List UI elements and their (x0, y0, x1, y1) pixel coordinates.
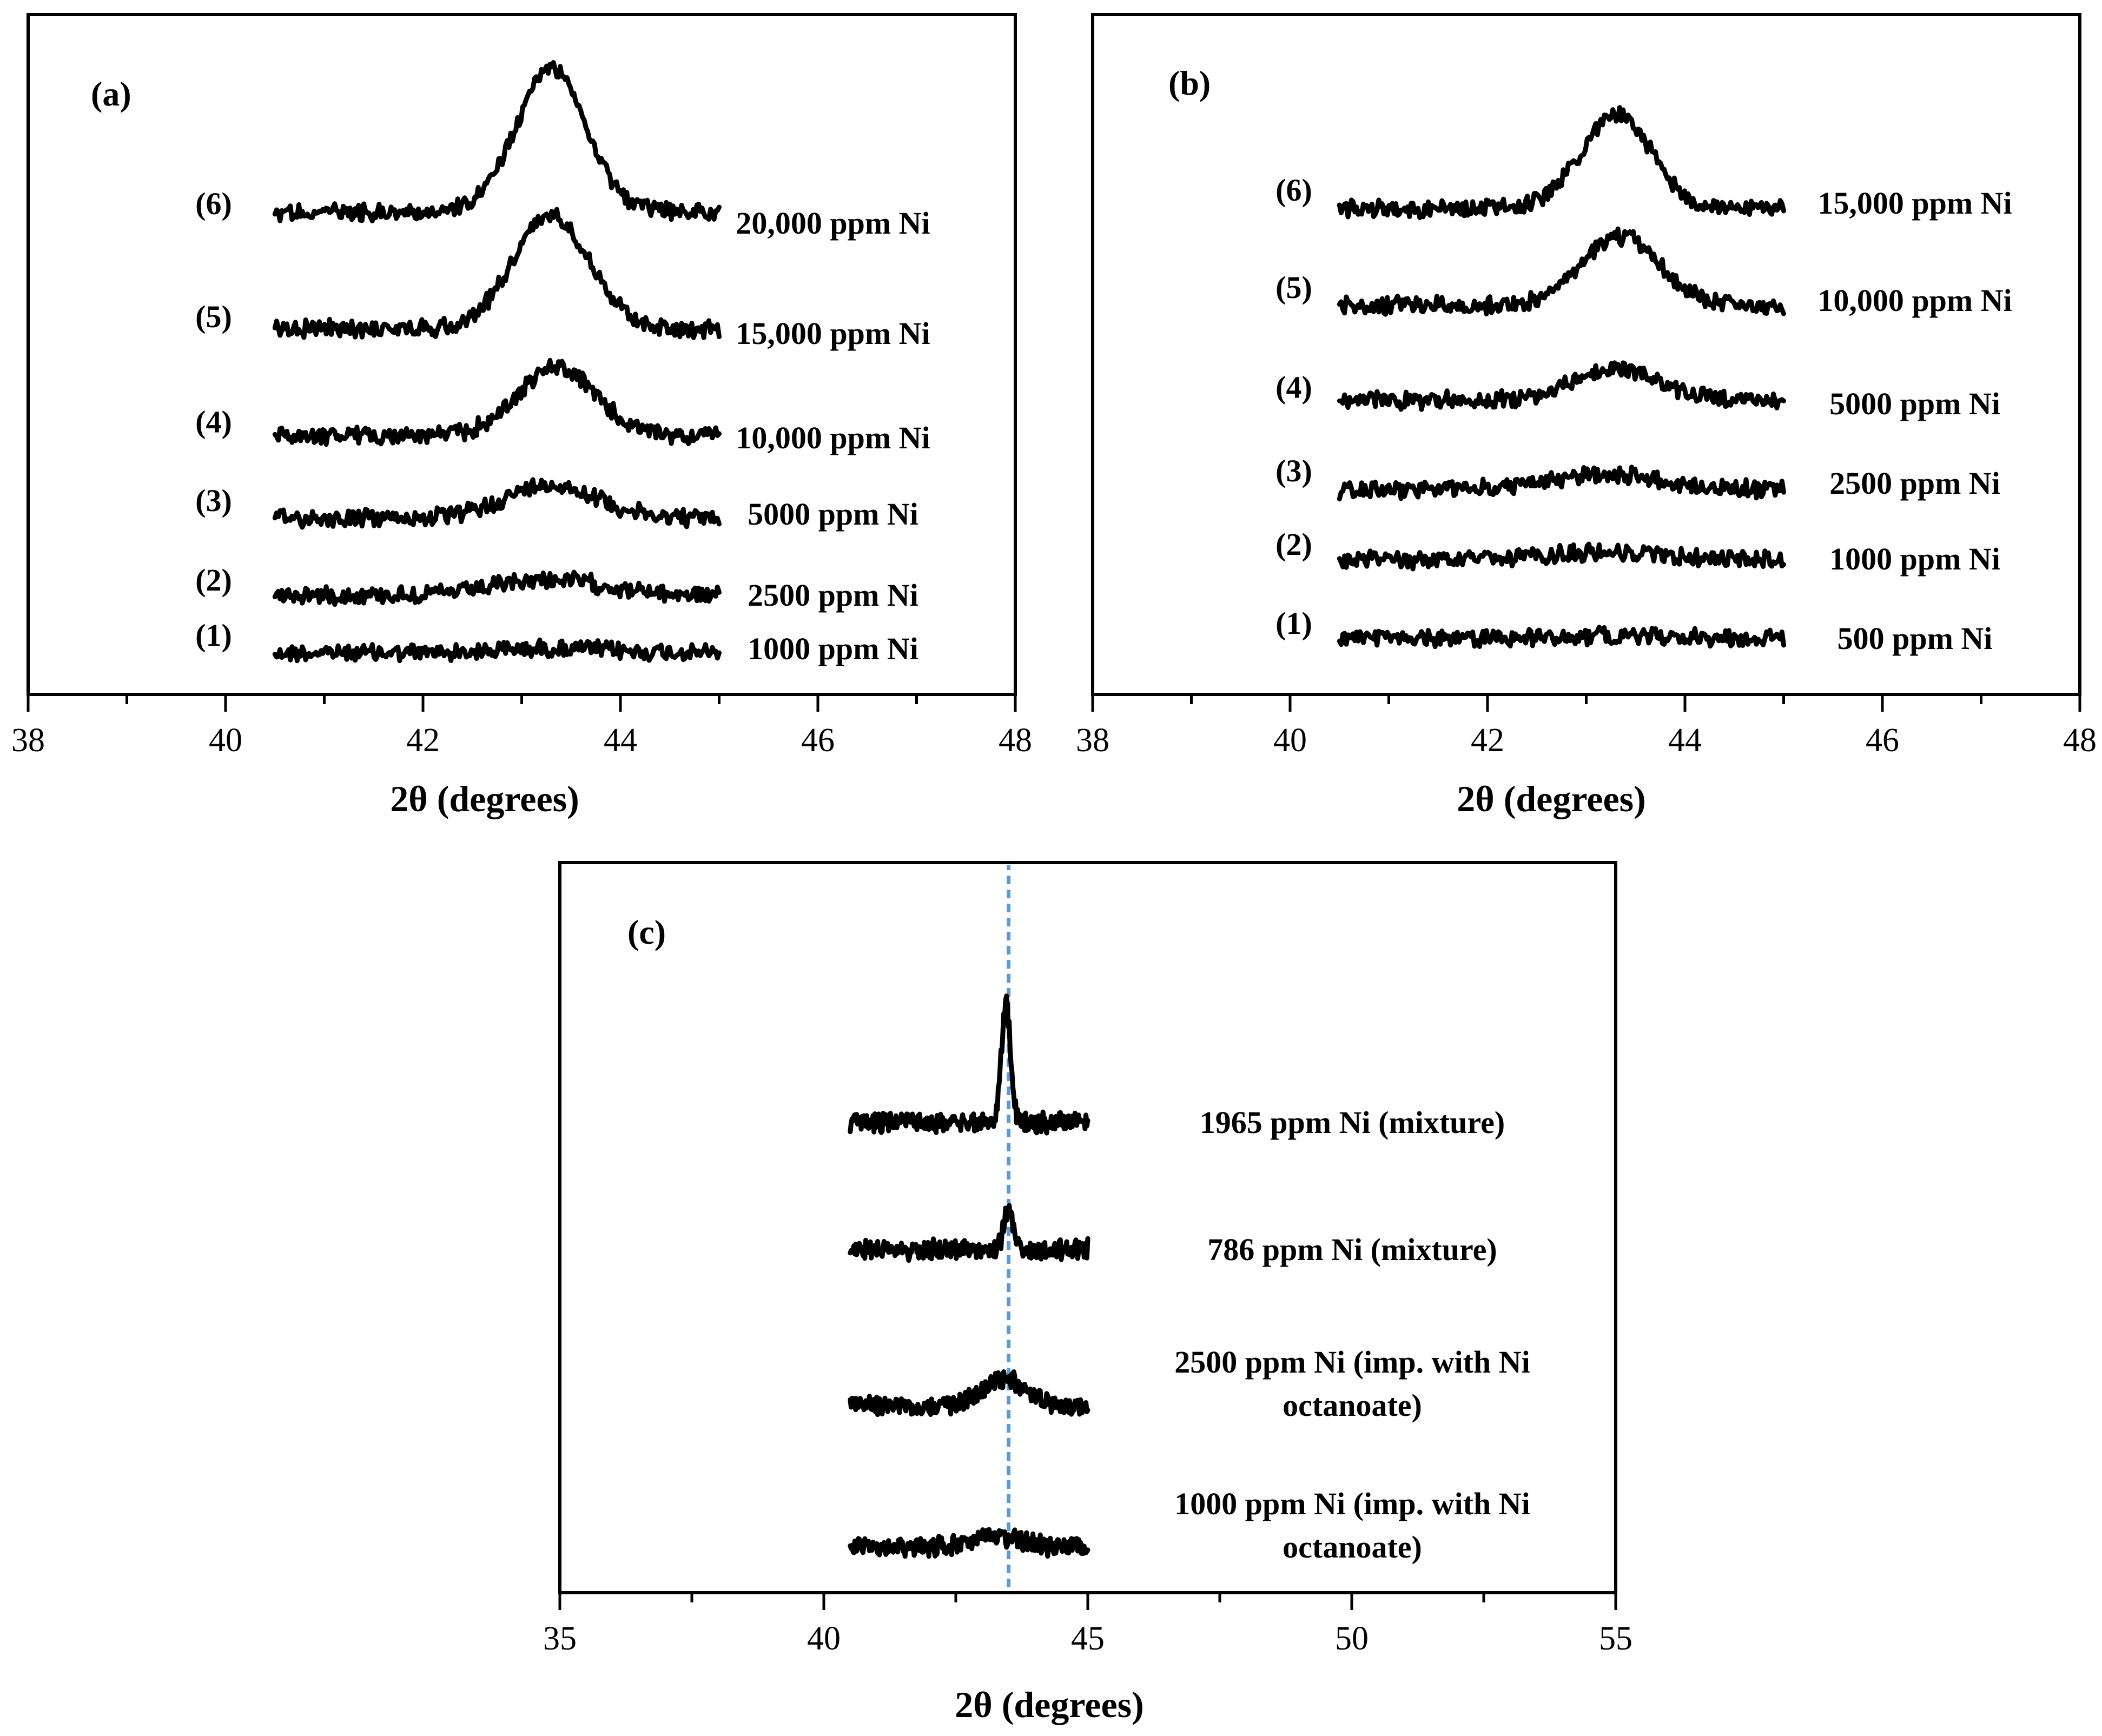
panel-c-series-labels: 1000 ppm Ni (imp. with Ni octanoate) 2500 … (1174, 1105, 1530, 1565)
x-tick-label: 48 (999, 722, 1032, 759)
xrd-trace-series-4 (1337, 360, 1786, 412)
x-tick-label: 55 (1599, 1620, 1632, 1657)
series-number-label: (2) (195, 562, 232, 598)
series-name-label: 1965 ppm Ni (mixture) (1200, 1105, 1505, 1140)
series-name-label: 10,000 ppm Ni (736, 420, 930, 455)
xrd-trace-series-6 (272, 60, 722, 223)
xrd-trace-series-2 (1337, 541, 1786, 572)
x-tick-label: 35 (543, 1620, 577, 1657)
x-tick-label: 46 (1866, 722, 1899, 759)
series-name-label: 500 ppm Ni (1837, 621, 1993, 656)
xrd-trace-series-5 (272, 207, 722, 340)
panel-c-x-axis-title: 2θ (degrees) (955, 1684, 1144, 1725)
panel-b-label: (b) (1168, 64, 1211, 102)
series-number-label: (5) (1275, 270, 1312, 305)
x-tick-label: 42 (1471, 722, 1504, 759)
series-name-label: 15,000 ppm Ni (736, 316, 930, 351)
panel-b: (b) 38 40 42 44 46 48 (1) 500 ppm Ni (2) 1000 pp… (1076, 13, 2097, 819)
x-tick-label: 40 (1273, 722, 1307, 759)
panel-c-traces (848, 993, 1090, 1559)
panel-b-ticks: 38 40 42 44 46 48 (1076, 694, 2097, 759)
x-tick-label: 50 (1335, 1620, 1369, 1657)
series-number-label: (6) (1275, 173, 1312, 208)
x-tick-label: 38 (1076, 722, 1109, 759)
series-name-label: 786 ppm Ni (mixture) (1207, 1232, 1497, 1267)
x-tick-label: 42 (406, 722, 440, 759)
series-number-label: (1) (1275, 606, 1312, 641)
xrd-trace-series-4 (272, 357, 722, 447)
panel-a-ticks: 38 40 42 44 46 48 (11, 694, 1032, 759)
x-tick-label: 48 (2063, 722, 2097, 759)
xrd-trace-series-6 (1337, 105, 1786, 220)
x-tick-label: 44 (1668, 722, 1702, 759)
xrd-trace-series-3 (848, 1203, 1090, 1263)
panel-c-label: (c) (627, 913, 666, 951)
series-name-label: 2500 ppm Ni (imp. with Ni octanoate) (1174, 1344, 1530, 1423)
panel-a: (a) 38 40 42 44 46 48 (1) 1000 ppm Ni (2) 2500 p… (11, 13, 1032, 819)
series-name-label: 1000 ppm Ni (imp. with Ni octanoate) (1174, 1486, 1530, 1565)
x-tick-label: 40 (807, 1620, 841, 1657)
panel-c-ticks: 35 40 45 50 55 (543, 1593, 1632, 1657)
series-number-label: (4) (195, 404, 232, 439)
series-number-label: (3) (1275, 453, 1312, 488)
series-name-label: 10,000 ppm Ni (1817, 283, 2012, 318)
xrd-trace-series-5 (1337, 226, 1786, 317)
series-name-label: 20,000 ppm Ni (736, 206, 930, 241)
series-number-label: (1) (195, 618, 232, 653)
x-tick-label: 40 (209, 722, 242, 759)
panel-a-x-axis-title: 2θ (degrees) (390, 778, 579, 819)
panel-a-traces (272, 60, 722, 664)
xrd-trace-series-1 (848, 1527, 1090, 1559)
x-tick-label: 45 (1071, 1620, 1105, 1657)
series-number-label: (4) (1275, 370, 1312, 405)
panel-a-label: (a) (91, 75, 131, 113)
series-name-label: 15,000 ppm Ni (1817, 185, 2012, 221)
series-name-label: 5000 ppm Ni (748, 496, 918, 532)
series-number-label: (2) (1275, 527, 1312, 562)
panel-a-series-labels: (1) 1000 ppm Ni (2) 2500 ppm Ni (3) 5000 ppm … (195, 186, 930, 666)
series-name-label: 2500 ppm Ni (1829, 466, 2000, 501)
series-name-label: 1000 ppm Ni (1829, 541, 2000, 577)
xrd-trace-series-4 (848, 993, 1090, 1136)
series-number-label: (5) (195, 299, 232, 334)
xrd-trace-series-3 (272, 477, 722, 530)
panel-b-x-axis-title: 2θ (degrees) (1457, 778, 1646, 819)
series-name-label: 5000 ppm Ni (1829, 386, 2000, 421)
xrd-trace-series-1 (272, 637, 722, 664)
series-name-label: 1000 ppm Ni (748, 631, 918, 666)
panel-c: (c) 35 40 45 50 55 1000 ppm Ni (imp. with Ni… (543, 861, 1632, 1725)
series-number-label: (6) (195, 186, 232, 221)
xrd-trace-series-1 (1337, 625, 1786, 650)
xrd-trace-series-2 (272, 569, 722, 607)
panel-b-traces (1337, 105, 1786, 650)
x-tick-label: 46 (801, 722, 835, 759)
xrd-trace-series-3 (1337, 465, 1786, 502)
series-name-label: 2500 ppm Ni (748, 578, 918, 613)
x-tick-label: 38 (11, 722, 45, 759)
panel-b-series-labels: (1) 500 ppm Ni (2) 1000 ppm Ni (3) 2500 ppm N… (1275, 173, 2012, 656)
x-tick-label: 44 (604, 722, 637, 759)
series-number-label: (3) (195, 483, 232, 518)
xrd-trace-series-2 (848, 1369, 1090, 1417)
